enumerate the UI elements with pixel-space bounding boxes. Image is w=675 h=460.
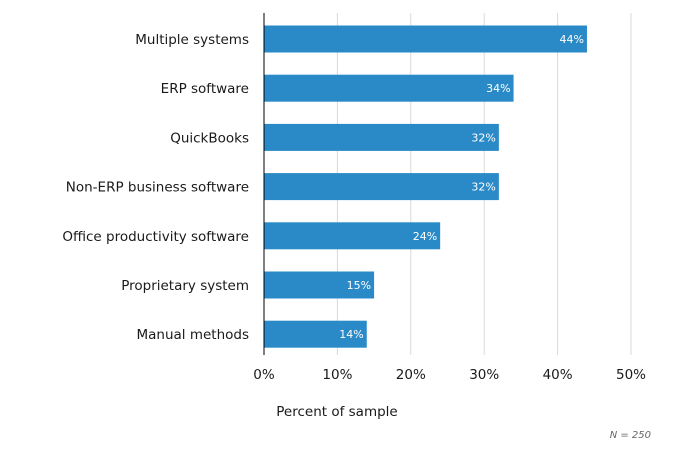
bar-value-label: 32% <box>471 181 495 194</box>
bar <box>264 25 587 53</box>
category-label: Proprietary system <box>121 278 249 294</box>
bar-value-label: 32% <box>471 131 495 144</box>
bar <box>264 320 367 348</box>
bar <box>264 173 499 201</box>
category-label: ERP software <box>161 81 249 97</box>
category-label: Multiple systems <box>135 32 249 48</box>
bars: 44% 34% 32% 32% 24% 15% 14% <box>264 25 587 348</box>
x-tick-label: 0% <box>253 367 275 383</box>
category-label: QuickBooks <box>170 130 249 146</box>
x-tick-labels: 0% 10% 20% 30% 40% 50% <box>253 367 646 383</box>
bar <box>264 222 441 250</box>
x-axis-title: Percent of sample <box>276 404 397 420</box>
x-tick-label: 20% <box>396 367 426 383</box>
bar-value-label: 34% <box>486 82 510 95</box>
category-label: Manual methods <box>136 327 249 343</box>
x-tick-label: 40% <box>543 367 573 383</box>
bar-value-label: 15% <box>347 279 371 292</box>
x-tick-label: 50% <box>616 367 646 383</box>
bar <box>264 74 514 102</box>
bar-value-label: 14% <box>339 328 363 341</box>
category-label: Non-ERP business software <box>66 180 249 196</box>
sample-size-note: N = 250 <box>610 430 651 441</box>
bar-value-label: 44% <box>560 33 584 46</box>
bar-value-label: 24% <box>413 230 437 243</box>
category-labels: Multiple systems ERP software QuickBooks No… <box>62 32 249 343</box>
x-tick-label: 10% <box>322 367 352 383</box>
category-label: Office productivity software <box>62 229 249 245</box>
bar <box>264 271 375 299</box>
x-tick-label: 30% <box>469 367 499 383</box>
bar <box>264 123 499 151</box>
